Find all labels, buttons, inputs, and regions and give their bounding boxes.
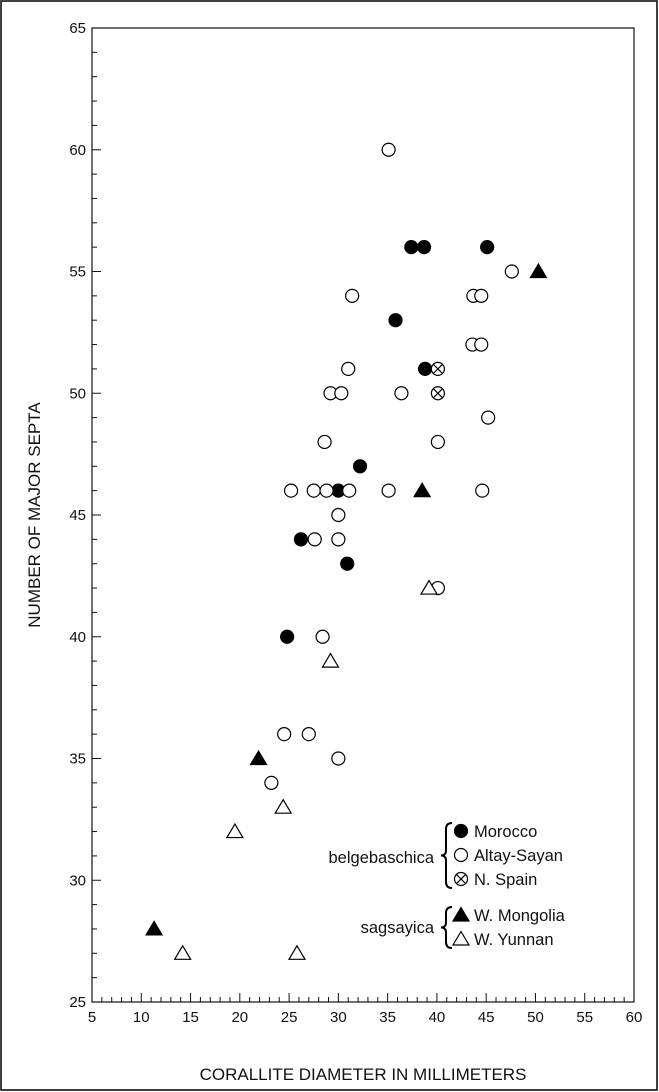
point-altay-sayan	[481, 410, 496, 425]
legend-entry-label: W. Mongolia	[474, 907, 566, 925]
point-altay-sayan	[307, 532, 322, 547]
legend-entry-label: Morocco	[474, 823, 537, 841]
y-axis-ticks: 25 30 35 40 45 50 55 60 65	[69, 20, 101, 1011]
point-altay-sayan	[334, 386, 349, 401]
point-w-yunnan	[287, 944, 307, 960]
legend-group-label: belgebaschica	[329, 849, 435, 867]
y-axis-label: NUMBER OF MAJOR SEPTA	[25, 402, 44, 628]
point-morocco	[352, 459, 368, 474]
point-altay-sayan	[277, 727, 292, 742]
legend-brace	[440, 906, 453, 949]
point-n-spain	[430, 361, 445, 376]
point-altay-sayan	[345, 288, 360, 303]
point-altay-sayan	[504, 264, 519, 279]
point-w-yunnan	[225, 822, 244, 839]
y-tick-label: 65	[69, 20, 86, 37]
point-altay-sayan	[430, 434, 445, 450]
point-altay-sayan	[381, 142, 396, 157]
legend-group-label: sagsayica	[361, 919, 435, 937]
data-points	[145, 142, 548, 960]
point-altay-sayan	[475, 483, 490, 498]
point-w-mongolia	[249, 749, 268, 766]
point-morocco	[388, 313, 403, 328]
point-altay-sayan	[331, 532, 346, 547]
y-tick-label: 40	[69, 629, 86, 646]
point-w-mongolia	[145, 920, 164, 936]
point-altay-sayan	[474, 337, 489, 352]
legend: belgebaschica Morocco Altay-Sayan N. Spain s…	[329, 822, 566, 949]
point-altay-sayan	[319, 483, 334, 498]
point-morocco	[404, 240, 419, 255]
x-tick-label: 35	[379, 1009, 396, 1026]
legend-entry-label: W. Yunnan	[474, 931, 554, 949]
point-altay-sayan	[331, 507, 346, 523]
x-tick-label: 30	[330, 1009, 347, 1026]
y-tick-label: 35	[69, 751, 86, 768]
point-altay-sayan	[317, 434, 332, 450]
point-altay-sayan	[381, 483, 396, 498]
x-tick-label: 45	[478, 1009, 495, 1026]
point-altay-sayan	[331, 751, 346, 766]
x-tick-label: 60	[626, 1009, 643, 1026]
point-morocco	[340, 556, 355, 571]
legend-marker	[453, 847, 469, 863]
point-altay-sayan	[315, 629, 330, 644]
y-tick-label: 25	[69, 994, 86, 1011]
point-altay-sayan	[283, 483, 299, 498]
point-altay-sayan	[342, 483, 357, 498]
point-w-yunnan	[419, 579, 439, 595]
legend-marker	[451, 930, 471, 946]
x-tick-label: 20	[231, 1009, 248, 1026]
point-altay-sayan	[301, 727, 316, 742]
point-morocco	[480, 240, 495, 255]
x-tick-label: 5	[88, 1009, 96, 1026]
y-tick-label: 30	[69, 872, 86, 889]
point-w-yunnan	[321, 652, 340, 668]
point-altay-sayan	[306, 483, 321, 498]
point-morocco	[280, 629, 295, 644]
point-morocco	[417, 361, 433, 376]
legend-brace	[440, 822, 453, 889]
x-tick-label: 25	[281, 1009, 298, 1026]
legend-marker	[453, 823, 469, 839]
x-tick-label: 50	[527, 1009, 544, 1026]
x-tick-label: 40	[429, 1009, 446, 1026]
y-tick-label: 55	[69, 264, 86, 281]
x-tick-label: 55	[576, 1009, 593, 1026]
point-altay-sayan	[394, 386, 409, 401]
legend-marker	[451, 906, 471, 922]
point-w-yunnan	[274, 798, 293, 814]
y-tick-label: 60	[69, 142, 86, 159]
y-tick-label: 50	[69, 385, 86, 402]
legend-entry-label: N. Spain	[474, 871, 537, 889]
point-w-yunnan	[173, 944, 192, 960]
point-morocco	[293, 532, 309, 547]
point-w-mongolia	[413, 481, 432, 498]
point-altay-sayan	[474, 288, 489, 303]
legend-entry-label: Altay-Sayan	[474, 847, 563, 865]
x-tick-label: 10	[133, 1009, 150, 1026]
x-axis-label: CORALLITE DIAMETER IN MILLIMETERS	[200, 1065, 527, 1084]
y-tick-label: 45	[69, 507, 86, 524]
point-altay-sayan	[264, 775, 279, 790]
x-tick-label: 15	[182, 1009, 199, 1026]
legend-marker	[453, 871, 469, 887]
point-n-spain	[430, 386, 445, 401]
x-axis-ticks: 5 10 15 20 25 30 35 40 45 50 55 60	[88, 993, 643, 1026]
point-altay-sayan	[341, 361, 356, 376]
point-morocco	[416, 240, 432, 255]
point-w-mongolia	[529, 262, 548, 279]
